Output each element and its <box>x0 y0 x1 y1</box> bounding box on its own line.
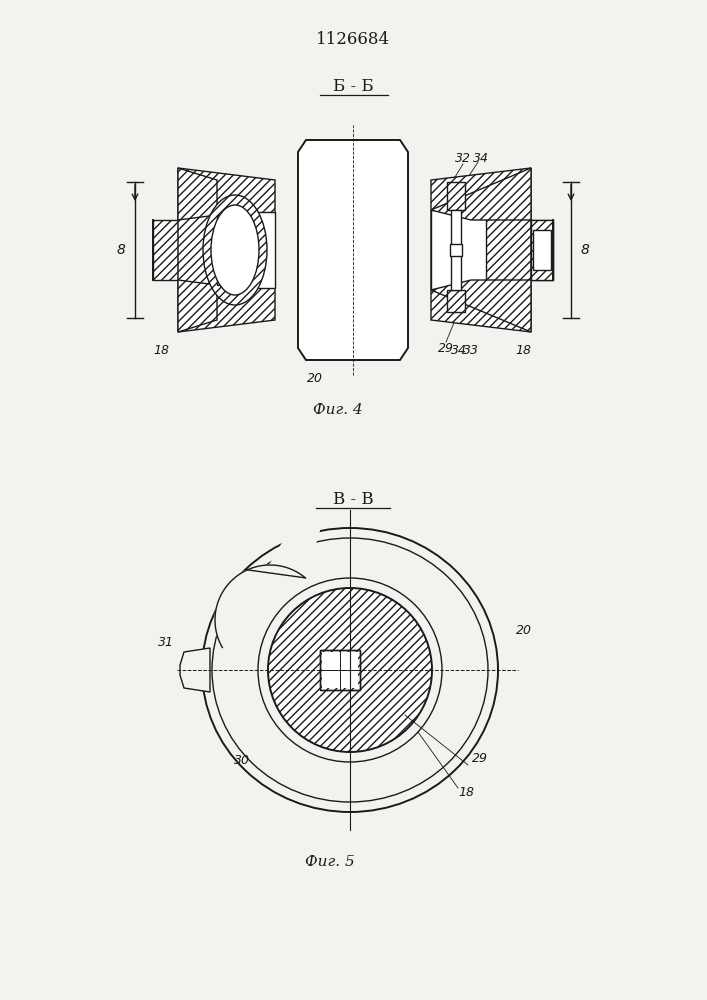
Polygon shape <box>431 280 531 332</box>
Polygon shape <box>531 220 553 280</box>
Text: 20: 20 <box>307 371 323 384</box>
Polygon shape <box>178 168 217 220</box>
Polygon shape <box>431 168 531 332</box>
Bar <box>322 652 358 688</box>
Text: 31: 31 <box>158 636 174 648</box>
Text: Фиг. 4: Фиг. 4 <box>313 403 363 417</box>
Polygon shape <box>178 280 217 332</box>
Polygon shape <box>217 215 243 285</box>
Ellipse shape <box>202 528 498 812</box>
Text: 33: 33 <box>463 344 479 357</box>
Text: 29: 29 <box>438 342 454 355</box>
Text: 29: 29 <box>472 752 488 764</box>
Text: В - В: В - В <box>333 491 373 508</box>
Bar <box>320 650 360 690</box>
Text: Б - Б: Б - Б <box>333 78 373 95</box>
Text: 34: 34 <box>473 151 489 164</box>
Bar <box>320 650 360 690</box>
Polygon shape <box>180 648 210 692</box>
Text: Фиг. 5: Фиг. 5 <box>305 855 355 869</box>
Ellipse shape <box>211 205 259 295</box>
Polygon shape <box>451 210 461 290</box>
Polygon shape <box>298 140 408 360</box>
Bar <box>447 290 465 312</box>
Text: 18: 18 <box>515 344 531 357</box>
Text: 1126684: 1126684 <box>316 31 390 48</box>
Text: 32: 32 <box>455 151 471 164</box>
Text: 8: 8 <box>117 243 125 257</box>
Text: 34: 34 <box>451 344 467 357</box>
Polygon shape <box>533 230 551 270</box>
Ellipse shape <box>212 538 488 802</box>
Text: 18: 18 <box>153 344 169 357</box>
Polygon shape <box>235 212 275 288</box>
Polygon shape <box>215 528 320 648</box>
Text: 20: 20 <box>516 624 532 637</box>
Polygon shape <box>178 168 275 332</box>
Polygon shape <box>153 220 178 280</box>
Polygon shape <box>431 210 486 290</box>
Bar <box>450 244 462 256</box>
Ellipse shape <box>203 195 267 305</box>
Text: 18: 18 <box>458 786 474 798</box>
Bar <box>447 182 465 210</box>
Text: 8: 8 <box>580 243 590 257</box>
Polygon shape <box>431 168 531 220</box>
Text: 30: 30 <box>234 754 250 766</box>
Polygon shape <box>531 220 553 280</box>
Circle shape <box>268 588 432 752</box>
